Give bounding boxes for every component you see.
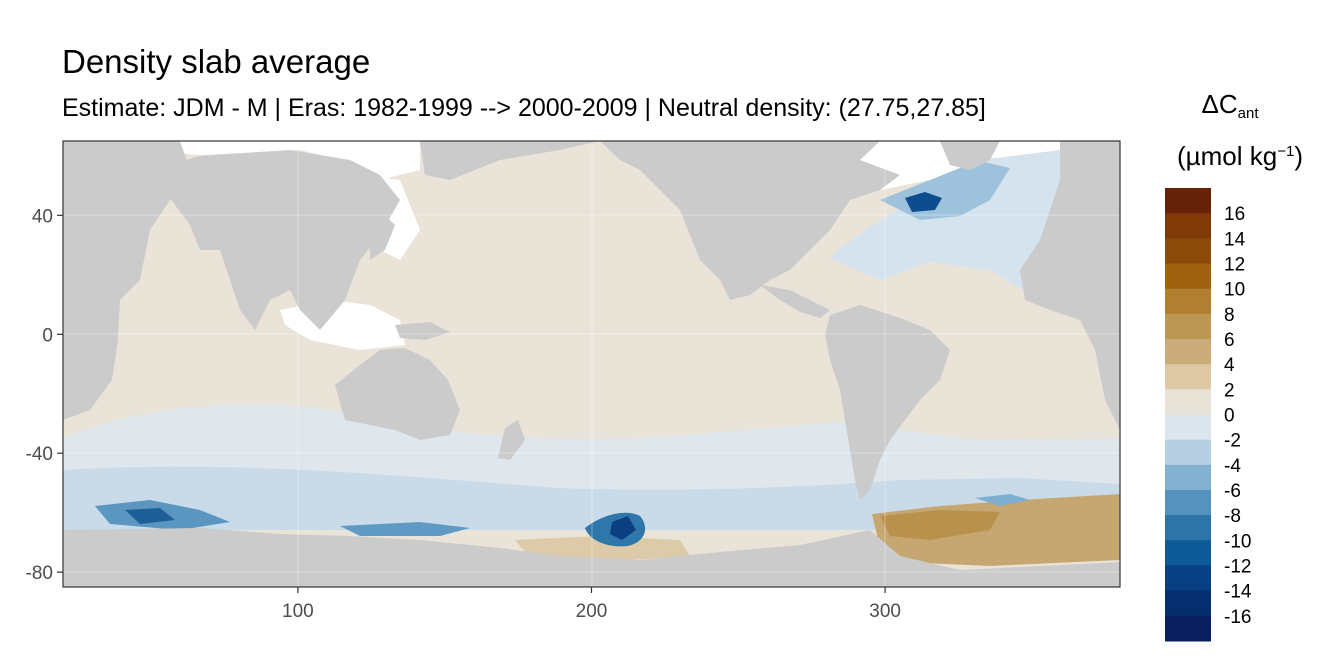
legend-swatch xyxy=(1165,263,1211,290)
legend-swatch xyxy=(1165,439,1211,466)
legend-label: 12 xyxy=(1224,255,1245,276)
legend-swatch xyxy=(1165,389,1211,415)
land-south-america xyxy=(825,305,950,500)
gridlines xyxy=(63,141,1120,587)
legend-swatch xyxy=(1165,565,1211,592)
legend-label: 4 xyxy=(1224,355,1235,376)
legend-label: -6 xyxy=(1224,481,1241,502)
land-central-america xyxy=(760,285,830,318)
x-axis: 100 200 300 xyxy=(282,587,901,622)
legend-labels: 16 14 12 10 8 6 4 2 0 -2 -4 -6 -8 -10 -12 -14 -16 xyxy=(1224,204,1252,628)
legend-label: -16 xyxy=(1224,607,1251,628)
land-north-america xyxy=(600,141,900,300)
land-asia xyxy=(150,150,400,330)
legend-label: 6 xyxy=(1224,330,1235,351)
legend-swatch xyxy=(1165,414,1211,441)
land-europe-africa-east xyxy=(1020,141,1120,430)
legend-swatch xyxy=(1165,188,1211,214)
legend-label: 2 xyxy=(1224,380,1235,401)
legend-label: 16 xyxy=(1224,204,1245,225)
legend-label: 10 xyxy=(1224,280,1245,301)
legend-label: -14 xyxy=(1224,582,1252,603)
y-tick-label: 40 xyxy=(32,206,53,227)
y-tick-label: -80 xyxy=(26,563,53,584)
legend-label: -10 xyxy=(1224,531,1251,552)
legend-label: 14 xyxy=(1224,229,1246,250)
legend-swatch xyxy=(1165,364,1211,390)
legend-swatch xyxy=(1165,590,1211,617)
legend-unit: (µmol kg−1) xyxy=(1177,141,1303,171)
chart-title: Density slab average xyxy=(62,43,371,80)
chart-subtitle: Estimate: JDM - M | Eras: 1982-1999 --> … xyxy=(62,94,986,122)
y-axis: 40 0 -40 -80 xyxy=(26,206,63,584)
legend-swatch xyxy=(1165,464,1211,491)
land-masses xyxy=(63,141,1120,587)
land-australia xyxy=(335,348,460,440)
weddell-blue-spot xyxy=(975,494,1030,506)
land-antarctica xyxy=(63,528,1120,587)
y-tick-label: -40 xyxy=(26,444,53,465)
x-tick-label: 200 xyxy=(576,601,608,622)
legend-label: -2 xyxy=(1224,431,1241,452)
x-tick-label: 100 xyxy=(282,601,314,622)
land-greenland xyxy=(940,141,1000,170)
land-ne-asia xyxy=(420,141,600,180)
legend-swatch xyxy=(1165,515,1211,541)
y-tick-label: 0 xyxy=(42,325,53,346)
legend-swatch xyxy=(1165,540,1211,566)
legend-label: -12 xyxy=(1224,557,1251,578)
legend-swatch xyxy=(1165,490,1211,516)
legend-swatch xyxy=(1165,313,1211,340)
legend-swatch xyxy=(1165,238,1211,264)
land-new-zealand xyxy=(498,420,525,460)
pacific-sector-core xyxy=(610,516,636,540)
land-japan xyxy=(370,215,395,260)
indian-sector-core xyxy=(125,508,175,524)
legend-label: -4 xyxy=(1224,456,1241,477)
legend-title: ΔCant xyxy=(1201,89,1259,122)
pacific-sector-positive-strip xyxy=(515,536,690,562)
x-tick-label: 300 xyxy=(869,601,901,622)
land-africa xyxy=(63,141,190,420)
ross-sea-blue-streak xyxy=(340,522,470,536)
legend-label: 8 xyxy=(1224,305,1235,326)
legend-colorbar xyxy=(1165,188,1211,642)
legend-swatch xyxy=(1165,339,1211,365)
legend-swatch xyxy=(1165,615,1211,642)
legend-swatch xyxy=(1165,288,1211,315)
land-new-guinea xyxy=(395,322,450,340)
legend-label: -8 xyxy=(1224,506,1241,527)
north-atlantic-core xyxy=(905,192,942,212)
atlantic-sector-strong-positive xyxy=(880,510,1000,540)
legend-swatch xyxy=(1165,213,1211,239)
legend-label: 0 xyxy=(1224,406,1235,427)
southern-ocean-inner-band xyxy=(63,466,1120,530)
